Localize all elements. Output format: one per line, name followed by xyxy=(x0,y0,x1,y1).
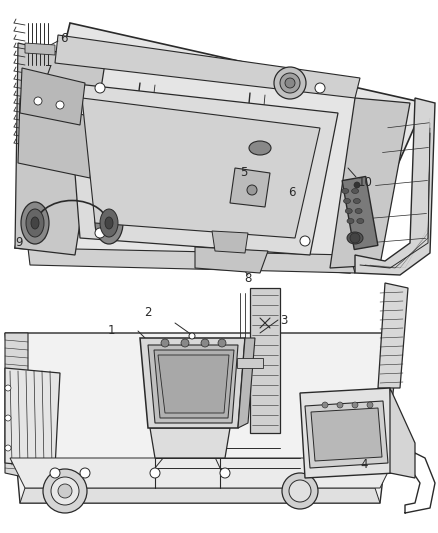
Circle shape xyxy=(150,468,160,478)
Text: 8: 8 xyxy=(244,272,252,286)
Circle shape xyxy=(322,402,328,408)
Polygon shape xyxy=(20,68,85,125)
Polygon shape xyxy=(300,388,395,478)
Circle shape xyxy=(5,385,11,391)
Circle shape xyxy=(285,78,295,88)
Ellipse shape xyxy=(347,219,354,223)
Text: 7: 7 xyxy=(45,64,53,77)
Circle shape xyxy=(282,473,318,509)
Circle shape xyxy=(367,402,373,408)
Polygon shape xyxy=(15,43,105,255)
Polygon shape xyxy=(18,98,95,178)
Circle shape xyxy=(80,468,90,478)
Ellipse shape xyxy=(355,208,362,214)
Polygon shape xyxy=(158,355,229,413)
Polygon shape xyxy=(212,231,248,253)
Polygon shape xyxy=(330,98,410,268)
Polygon shape xyxy=(15,23,425,273)
Polygon shape xyxy=(68,83,338,255)
Polygon shape xyxy=(154,350,234,418)
Ellipse shape xyxy=(21,202,49,244)
Text: 5: 5 xyxy=(240,166,247,180)
Circle shape xyxy=(352,402,358,408)
Polygon shape xyxy=(238,338,255,428)
Polygon shape xyxy=(10,458,395,488)
Polygon shape xyxy=(20,488,380,503)
Polygon shape xyxy=(5,368,60,468)
Circle shape xyxy=(58,484,72,498)
Circle shape xyxy=(220,468,230,478)
Polygon shape xyxy=(82,98,320,238)
Polygon shape xyxy=(5,333,400,503)
Circle shape xyxy=(337,402,343,408)
Ellipse shape xyxy=(100,209,118,237)
Polygon shape xyxy=(311,408,382,461)
Circle shape xyxy=(300,236,310,246)
Ellipse shape xyxy=(342,189,349,193)
Polygon shape xyxy=(195,247,268,273)
Polygon shape xyxy=(390,388,415,478)
Circle shape xyxy=(315,83,325,93)
Polygon shape xyxy=(237,358,263,368)
Polygon shape xyxy=(342,176,378,249)
Circle shape xyxy=(95,228,105,238)
Circle shape xyxy=(201,339,209,347)
Circle shape xyxy=(95,83,105,93)
Circle shape xyxy=(161,339,169,347)
Circle shape xyxy=(43,469,87,513)
Ellipse shape xyxy=(105,217,113,229)
Polygon shape xyxy=(25,43,55,55)
Text: 6: 6 xyxy=(60,31,67,44)
Circle shape xyxy=(247,185,257,195)
Polygon shape xyxy=(305,401,388,468)
Ellipse shape xyxy=(352,189,359,193)
Ellipse shape xyxy=(95,202,123,244)
Ellipse shape xyxy=(249,141,271,155)
Circle shape xyxy=(51,477,79,505)
Circle shape xyxy=(350,233,360,243)
Text: 9: 9 xyxy=(15,237,22,249)
Ellipse shape xyxy=(357,219,364,223)
Text: 2: 2 xyxy=(144,306,152,319)
Ellipse shape xyxy=(347,232,363,244)
Polygon shape xyxy=(55,35,360,98)
Ellipse shape xyxy=(353,198,360,204)
Circle shape xyxy=(56,101,64,109)
Circle shape xyxy=(189,333,195,339)
Polygon shape xyxy=(230,168,270,207)
Text: 6: 6 xyxy=(288,187,296,199)
Text: 3: 3 xyxy=(280,313,287,327)
Circle shape xyxy=(50,468,60,478)
Circle shape xyxy=(34,97,42,105)
Circle shape xyxy=(354,182,360,188)
Polygon shape xyxy=(150,428,230,458)
Polygon shape xyxy=(378,283,408,388)
Ellipse shape xyxy=(343,198,350,204)
Polygon shape xyxy=(140,338,245,428)
Ellipse shape xyxy=(345,208,352,214)
Polygon shape xyxy=(5,333,28,478)
Text: 4: 4 xyxy=(360,458,367,472)
Ellipse shape xyxy=(31,217,39,229)
Text: 10: 10 xyxy=(358,176,373,190)
Circle shape xyxy=(280,73,300,93)
Circle shape xyxy=(5,445,11,451)
Polygon shape xyxy=(28,248,355,273)
Ellipse shape xyxy=(26,209,44,237)
Circle shape xyxy=(218,339,226,347)
Polygon shape xyxy=(355,98,435,275)
Circle shape xyxy=(274,67,306,99)
Circle shape xyxy=(5,415,11,421)
Circle shape xyxy=(181,339,189,347)
Circle shape xyxy=(289,480,311,502)
Polygon shape xyxy=(250,288,280,433)
Polygon shape xyxy=(148,345,238,423)
Text: 1: 1 xyxy=(108,325,116,337)
